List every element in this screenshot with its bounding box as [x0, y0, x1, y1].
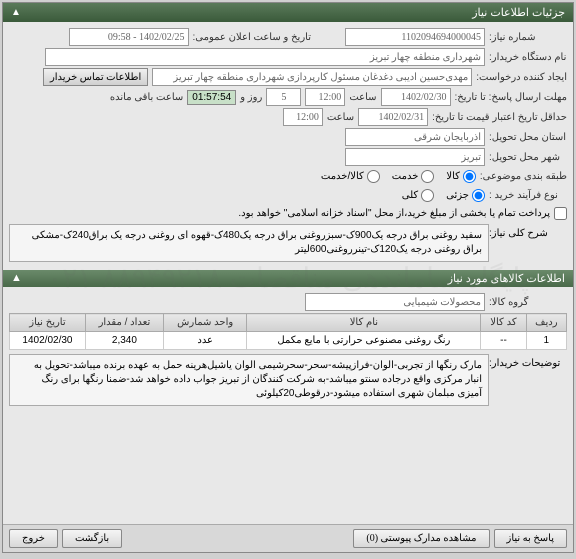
- radio-goods-label: کالا: [446, 171, 460, 182]
- radio-goods-input[interactable]: [463, 170, 476, 183]
- reply-button[interactable]: پاسخ به نیاز: [494, 529, 568, 548]
- days-left-field: [266, 88, 301, 106]
- days-label: روز و: [240, 92, 262, 103]
- table-cell: رنگ روغنی مصنوعی حرارتی با مایع مکمل: [247, 332, 481, 350]
- goods-category-field: [305, 293, 485, 311]
- contact-buyer-button[interactable]: اطلاعات تماس خریدار: [43, 68, 148, 86]
- province-label: استان محل تحویل:: [489, 132, 567, 143]
- radio-both[interactable]: کالا/خدمت: [321, 170, 380, 183]
- table-cell: 1402/02/30: [10, 332, 86, 350]
- radio-partial-label: جزئی: [446, 190, 469, 201]
- radio-service-input[interactable]: [421, 170, 434, 183]
- table-cell: --: [481, 332, 526, 350]
- items-table: ردیفکد کالانام کالاواحد شمارشتعداد / مقد…: [9, 313, 567, 350]
- attachments-button[interactable]: مشاهده مدارک پیوستی (0): [353, 529, 489, 548]
- need-number-field: [345, 28, 485, 46]
- radio-goods[interactable]: کالا: [446, 170, 476, 183]
- city-field: [345, 148, 485, 166]
- countdown-timer: 01:57:54: [187, 90, 236, 105]
- time-label-2: ساعت: [327, 112, 354, 123]
- panel-header: جزئیات اطلاعات نیاز ▲: [3, 3, 573, 22]
- validity-time-field: [283, 108, 323, 126]
- buyer-notes-content: مارک رنگها از تجربی-الوان-فرازپیشه-سحر-س…: [9, 354, 489, 406]
- radio-both-input[interactable]: [367, 170, 380, 183]
- province-field: [345, 128, 485, 146]
- back-button[interactable]: بازگشت: [62, 529, 122, 548]
- need-title-label: شرح کلی نیاز:: [489, 224, 567, 262]
- buyer-org-field: [45, 48, 485, 66]
- time-label-1: ساعت: [349, 92, 376, 103]
- need-title-content: سفید روغنی براق درجه یک900ک-سبزروغنی برا…: [9, 224, 489, 262]
- table-cell: عدد: [163, 332, 247, 350]
- buyer-org-label: نام دستگاه خریدار:: [489, 52, 567, 63]
- announce-field: [69, 28, 189, 46]
- radio-total[interactable]: کلی: [402, 189, 434, 202]
- creator-label: ایجاد کننده درخواست:: [476, 72, 567, 83]
- radio-total-input[interactable]: [421, 189, 434, 202]
- payment-checkbox[interactable]: [554, 207, 567, 220]
- announce-label: تاریخ و ساعت اعلان عمومی:: [193, 32, 312, 43]
- table-header: تاریخ نیاز: [10, 314, 86, 332]
- validity-date-field: [358, 108, 428, 126]
- goods-category-label: گروه کالا:: [489, 297, 567, 308]
- panel-title: جزئیات اطلاعات نیاز: [472, 6, 565, 19]
- radio-service[interactable]: خدمت: [392, 170, 435, 183]
- table-header: واحد شمارش: [163, 314, 247, 332]
- creator-field: [152, 68, 472, 86]
- table-cell: 2,340: [85, 332, 163, 350]
- table-header: تعداد / مقدار: [85, 314, 163, 332]
- city-label: شهر محل تحویل:: [489, 152, 567, 163]
- purchase-type-label: نوع فرآیند خرید :: [489, 190, 567, 201]
- payment-note: پرداخت تمام یا بخشی از مبلغ خرید،از محل …: [238, 208, 550, 219]
- items-sub-header: اطلاعات کالاهای مورد نیاز ▲: [3, 270, 573, 287]
- radio-partial-input[interactable]: [472, 189, 485, 202]
- table-header: کد کالا: [481, 314, 526, 332]
- need-number-label: شماره نیاز:: [489, 32, 567, 43]
- collapse-icon[interactable]: ▲: [11, 7, 21, 18]
- radio-both-label: کالا/خدمت: [321, 171, 364, 182]
- bottom-bar: پاسخ به نیاز مشاهده مدارک پیوستی (0) باز…: [3, 524, 573, 552]
- radio-partial[interactable]: جزئی: [446, 189, 485, 202]
- validity-label: حداقل تاریخ اعتبار قیمت تا تاریخ:: [432, 112, 567, 123]
- buyer-notes-label: توضیحات خریدار:: [489, 354, 567, 406]
- category-label: طبقه بندی موضوعی:: [480, 171, 567, 182]
- deadline-label: مهلت ارسال پاسخ: تا تاریخ:: [455, 92, 567, 103]
- deadline-date-field: [381, 88, 451, 106]
- table-header: نام کالا: [247, 314, 481, 332]
- items-collapse-icon[interactable]: ▲: [11, 272, 22, 285]
- items-title: اطلاعات کالاهای مورد نیاز: [448, 272, 565, 285]
- radio-total-label: کلی: [402, 190, 418, 201]
- exit-button[interactable]: خروج: [9, 529, 58, 548]
- table-row[interactable]: 1--رنگ روغنی مصنوعی حرارتی با مایع مکملع…: [10, 332, 567, 350]
- deadline-time-field: [305, 88, 345, 106]
- radio-service-label: خدمت: [392, 171, 419, 182]
- table-header: ردیف: [526, 314, 566, 332]
- remaining-label: ساعت باقی مانده: [110, 92, 183, 103]
- table-cell: 1: [526, 332, 566, 350]
